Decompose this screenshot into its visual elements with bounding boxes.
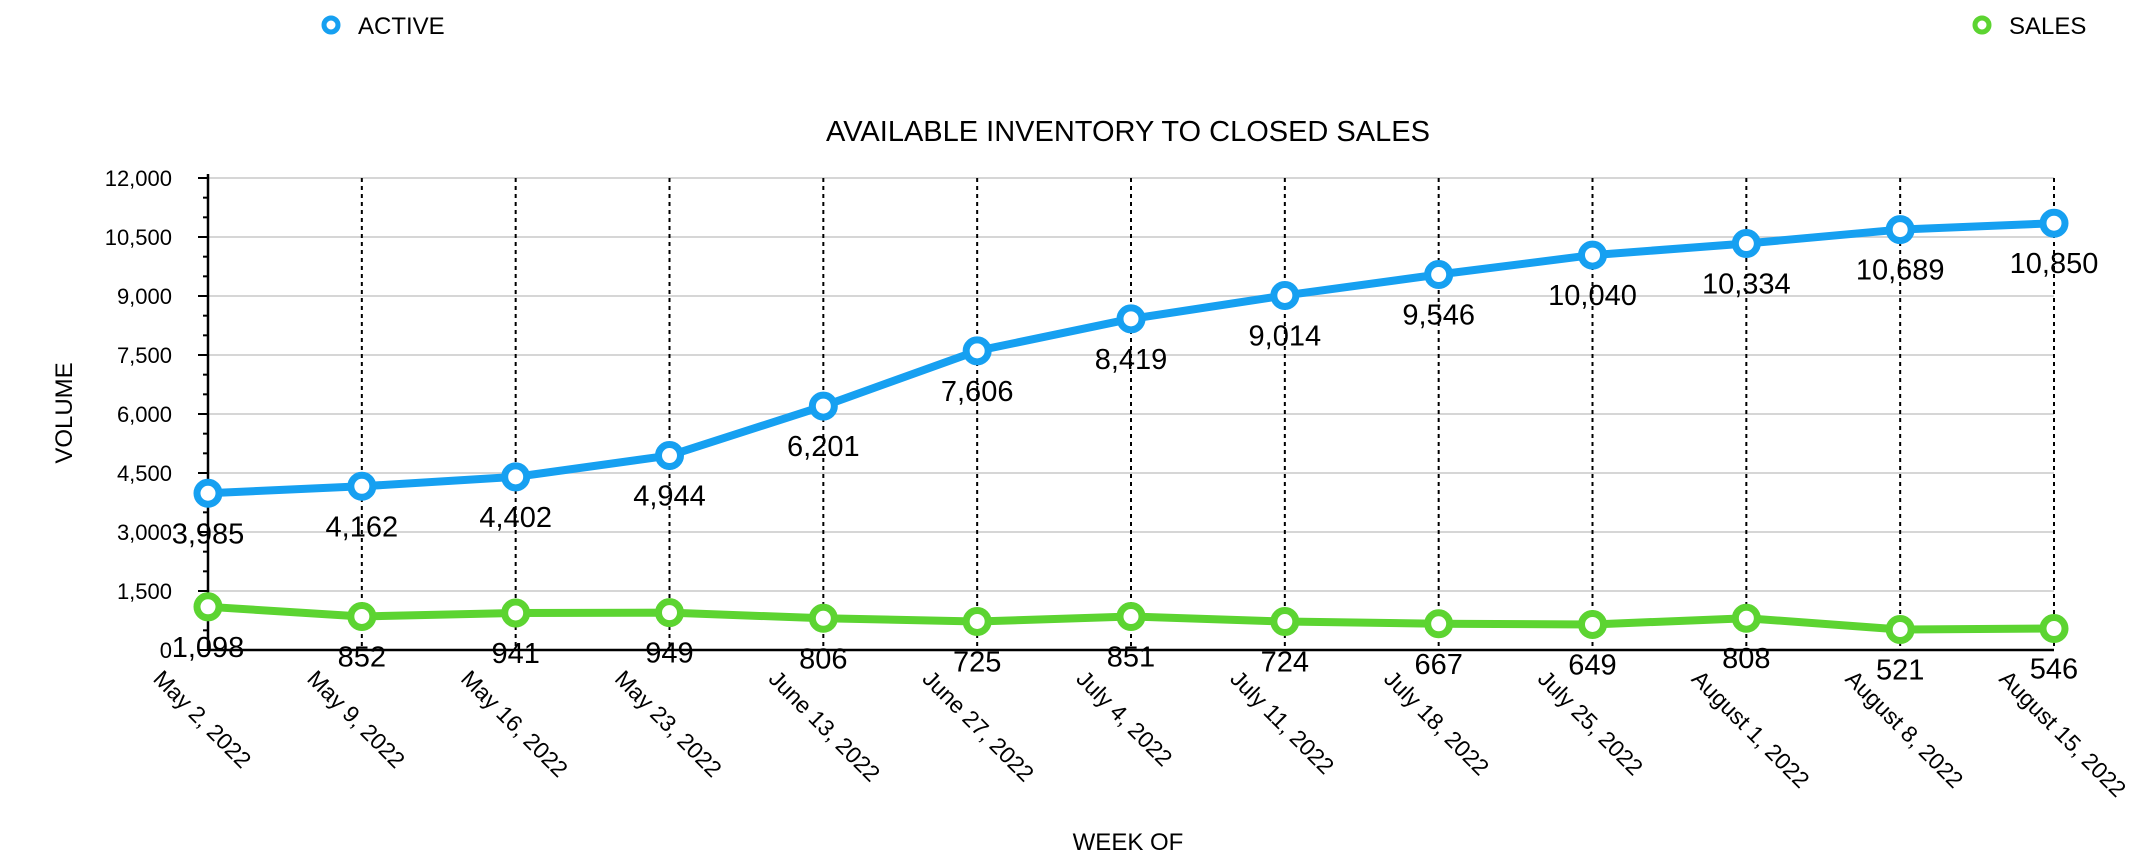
data-label-active: 3,985 xyxy=(172,518,245,550)
data-label-active: 9,546 xyxy=(1402,300,1475,332)
data-point-sales xyxy=(2039,614,2069,644)
data-point-active xyxy=(655,441,684,471)
legend: ACTIVE SALES xyxy=(321,13,2086,40)
data-point-active xyxy=(1270,280,1300,310)
data-point-sales xyxy=(1424,609,1454,639)
data-point-active xyxy=(1578,240,1607,270)
data-point-active xyxy=(1885,215,1915,245)
data-label-sales: 1,098 xyxy=(172,632,245,664)
data-label-sales: 806 xyxy=(799,643,847,675)
data-point-sales xyxy=(1731,603,1761,633)
y-tick-label: 3,000 xyxy=(117,520,172,545)
legend-marker-sales xyxy=(1972,15,1992,35)
y-tick-label: 4,500 xyxy=(117,461,172,486)
legend-label-sales: SALES xyxy=(2009,13,2086,40)
y-tick-label: 0 xyxy=(160,638,172,663)
data-label-active: 10,334 xyxy=(1702,269,1791,301)
data-point-active xyxy=(501,462,531,492)
data-point-active xyxy=(808,391,838,421)
data-label-sales: 851 xyxy=(1107,642,1155,674)
y-tick-labels: 0 1,500 3,000 4,500 6,000 7,500 9,000 10,500 12,… xyxy=(105,166,172,663)
data-point-sales xyxy=(655,598,684,628)
x-tick-label: May 23, 2022 xyxy=(610,665,727,782)
data-label-sales: 949 xyxy=(645,638,693,670)
data-point-sales xyxy=(1116,602,1146,632)
x-tick-label: July 4, 2022 xyxy=(1071,665,1177,771)
y-tick-label: 12,000 xyxy=(105,166,172,191)
x-tick-label: July 25, 2022 xyxy=(1533,665,1648,780)
data-label-sales: 649 xyxy=(1568,649,1616,681)
legend-marker-active xyxy=(321,15,341,35)
legend-item-sales[interactable]: SALES xyxy=(1972,13,2086,40)
data-label-active: 8,419 xyxy=(1095,344,1168,376)
x-tick-label: August 15, 2022 xyxy=(1994,665,2131,802)
chart-title: AVAILABLE INVENTORY TO CLOSED SALES xyxy=(826,116,1430,148)
data-label-active: 10,850 xyxy=(2010,248,2099,280)
x-tick-label: August 1, 2022 xyxy=(1687,665,1815,793)
data-label-active: 6,201 xyxy=(787,431,860,463)
data-label-active: 4,944 xyxy=(633,481,706,513)
data-label-active: 10,689 xyxy=(1856,255,1945,287)
series-layer xyxy=(193,208,2069,645)
x-tick-label: May 9, 2022 xyxy=(302,665,410,773)
data-label-sales: 724 xyxy=(1261,647,1309,679)
data-label-sales: 667 xyxy=(1414,649,1462,681)
legend-label-active: ACTIVE xyxy=(358,13,445,40)
data-point-active xyxy=(1424,260,1454,290)
data-label-sales: 546 xyxy=(2030,654,2078,686)
y-tick-label: 6,000 xyxy=(117,402,172,427)
x-tick-label: July 11, 2022 xyxy=(1225,665,1339,779)
data-label-sales: 521 xyxy=(1876,655,1924,687)
legend-item-active[interactable]: ACTIVE xyxy=(321,13,445,40)
y-tick-label: 10,500 xyxy=(105,225,172,250)
data-label-active: 4,402 xyxy=(479,502,552,534)
data-point-sales xyxy=(193,592,223,622)
data-point-active xyxy=(347,471,377,501)
data-label-active: 10,040 xyxy=(1548,280,1637,312)
x-tick-label: June 13, 2022 xyxy=(764,665,885,786)
y-tick-label: 1,500 xyxy=(117,579,172,604)
data-point-sales xyxy=(808,603,838,633)
data-point-sales xyxy=(962,606,992,636)
data-point-sales xyxy=(1270,607,1300,637)
data-label-active: 7,606 xyxy=(941,376,1014,408)
data-point-sales xyxy=(1885,615,1915,645)
data-label-sales: 941 xyxy=(491,638,539,670)
data-labels: 3,985 4,162 4,402 4,944 6,201 7,606 8,419 9,014… xyxy=(172,248,2099,686)
y-tick-label: 9,000 xyxy=(117,284,172,309)
y-axis-label: VOLUME xyxy=(51,362,78,463)
data-point-sales xyxy=(347,601,377,631)
x-axis-label: WEEK OF xyxy=(1073,829,1184,856)
data-label-sales: 725 xyxy=(953,646,1001,678)
data-point-active xyxy=(962,336,992,366)
y-tick-label: 7,500 xyxy=(117,343,172,368)
data-label-active: 9,014 xyxy=(1249,320,1322,352)
data-point-active xyxy=(193,478,223,508)
data-point-sales xyxy=(1578,609,1607,639)
data-point-sales xyxy=(501,598,531,628)
x-tick-label: June 27, 2022 xyxy=(918,665,1039,786)
axes xyxy=(198,174,2054,652)
data-label-sales: 852 xyxy=(338,641,386,673)
x-tick-label: May 16, 2022 xyxy=(456,665,573,782)
x-tick-label: May 2, 2022 xyxy=(148,665,256,773)
data-label-sales: 808 xyxy=(1722,643,1770,675)
x-tick-label: July 18, 2022 xyxy=(1379,665,1494,780)
data-point-active xyxy=(2039,208,2069,238)
data-point-active xyxy=(1116,304,1146,334)
x-tick-labels: May 2, 2022 May 9, 2022 May 16, 2022 May 23… xyxy=(148,665,2131,802)
data-label-active: 4,162 xyxy=(326,511,399,543)
data-point-active xyxy=(1731,229,1761,259)
